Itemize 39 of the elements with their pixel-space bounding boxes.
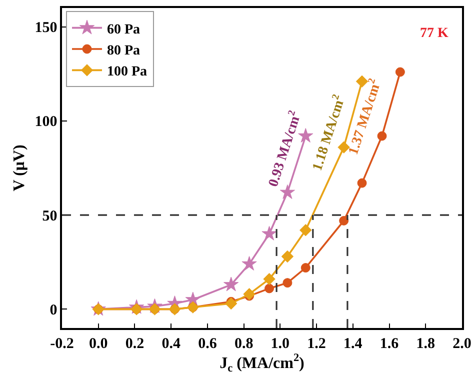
legend-label: 100 Pa	[107, 64, 148, 80]
x-tick-label: 0.2	[125, 336, 144, 352]
point	[262, 226, 277, 240]
legend-label: 80 Pa	[107, 43, 140, 58]
point	[264, 284, 274, 294]
x-tick-label: 1.2	[307, 336, 326, 352]
x-tick-label: 0.8	[234, 336, 254, 352]
x-tick-label: 1.0	[270, 336, 290, 352]
x-tick-label: 0.4	[162, 336, 181, 352]
point	[281, 250, 294, 263]
y-tick-label: 0	[50, 302, 58, 318]
x-tick-label: 0.6	[198, 336, 218, 352]
point	[300, 263, 310, 273]
x-tick-label: 1.4	[344, 336, 363, 352]
y-tick-label: 150	[34, 20, 58, 36]
x-axis-title: J$_{c}$ (MA/cm$^{2}$)	[220, 352, 304, 374]
point	[224, 276, 239, 292]
point	[280, 184, 296, 199]
y-tick-label: 50	[42, 208, 58, 224]
x-tick-label: 2.0	[452, 336, 472, 352]
x-tick-label: 1.6	[380, 336, 400, 352]
point	[282, 278, 292, 288]
point	[242, 256, 257, 270]
legend-label: 60 Pa	[107, 22, 140, 38]
point	[298, 128, 314, 142]
point	[300, 224, 312, 236]
point	[263, 272, 276, 286]
point	[357, 178, 367, 188]
x-tick-label: 0.0	[88, 336, 108, 352]
point	[395, 67, 405, 77]
point	[224, 297, 238, 310]
annotation: 77 K	[420, 26, 448, 41]
point	[339, 216, 349, 226]
point	[377, 131, 387, 141]
x-tick-label: -0.2	[50, 336, 74, 352]
y-tick-label: 100	[34, 114, 58, 130]
point	[243, 288, 256, 300]
x-tick-label: 1.8	[416, 336, 436, 352]
y-axis-title: V (μV)	[11, 144, 28, 192]
